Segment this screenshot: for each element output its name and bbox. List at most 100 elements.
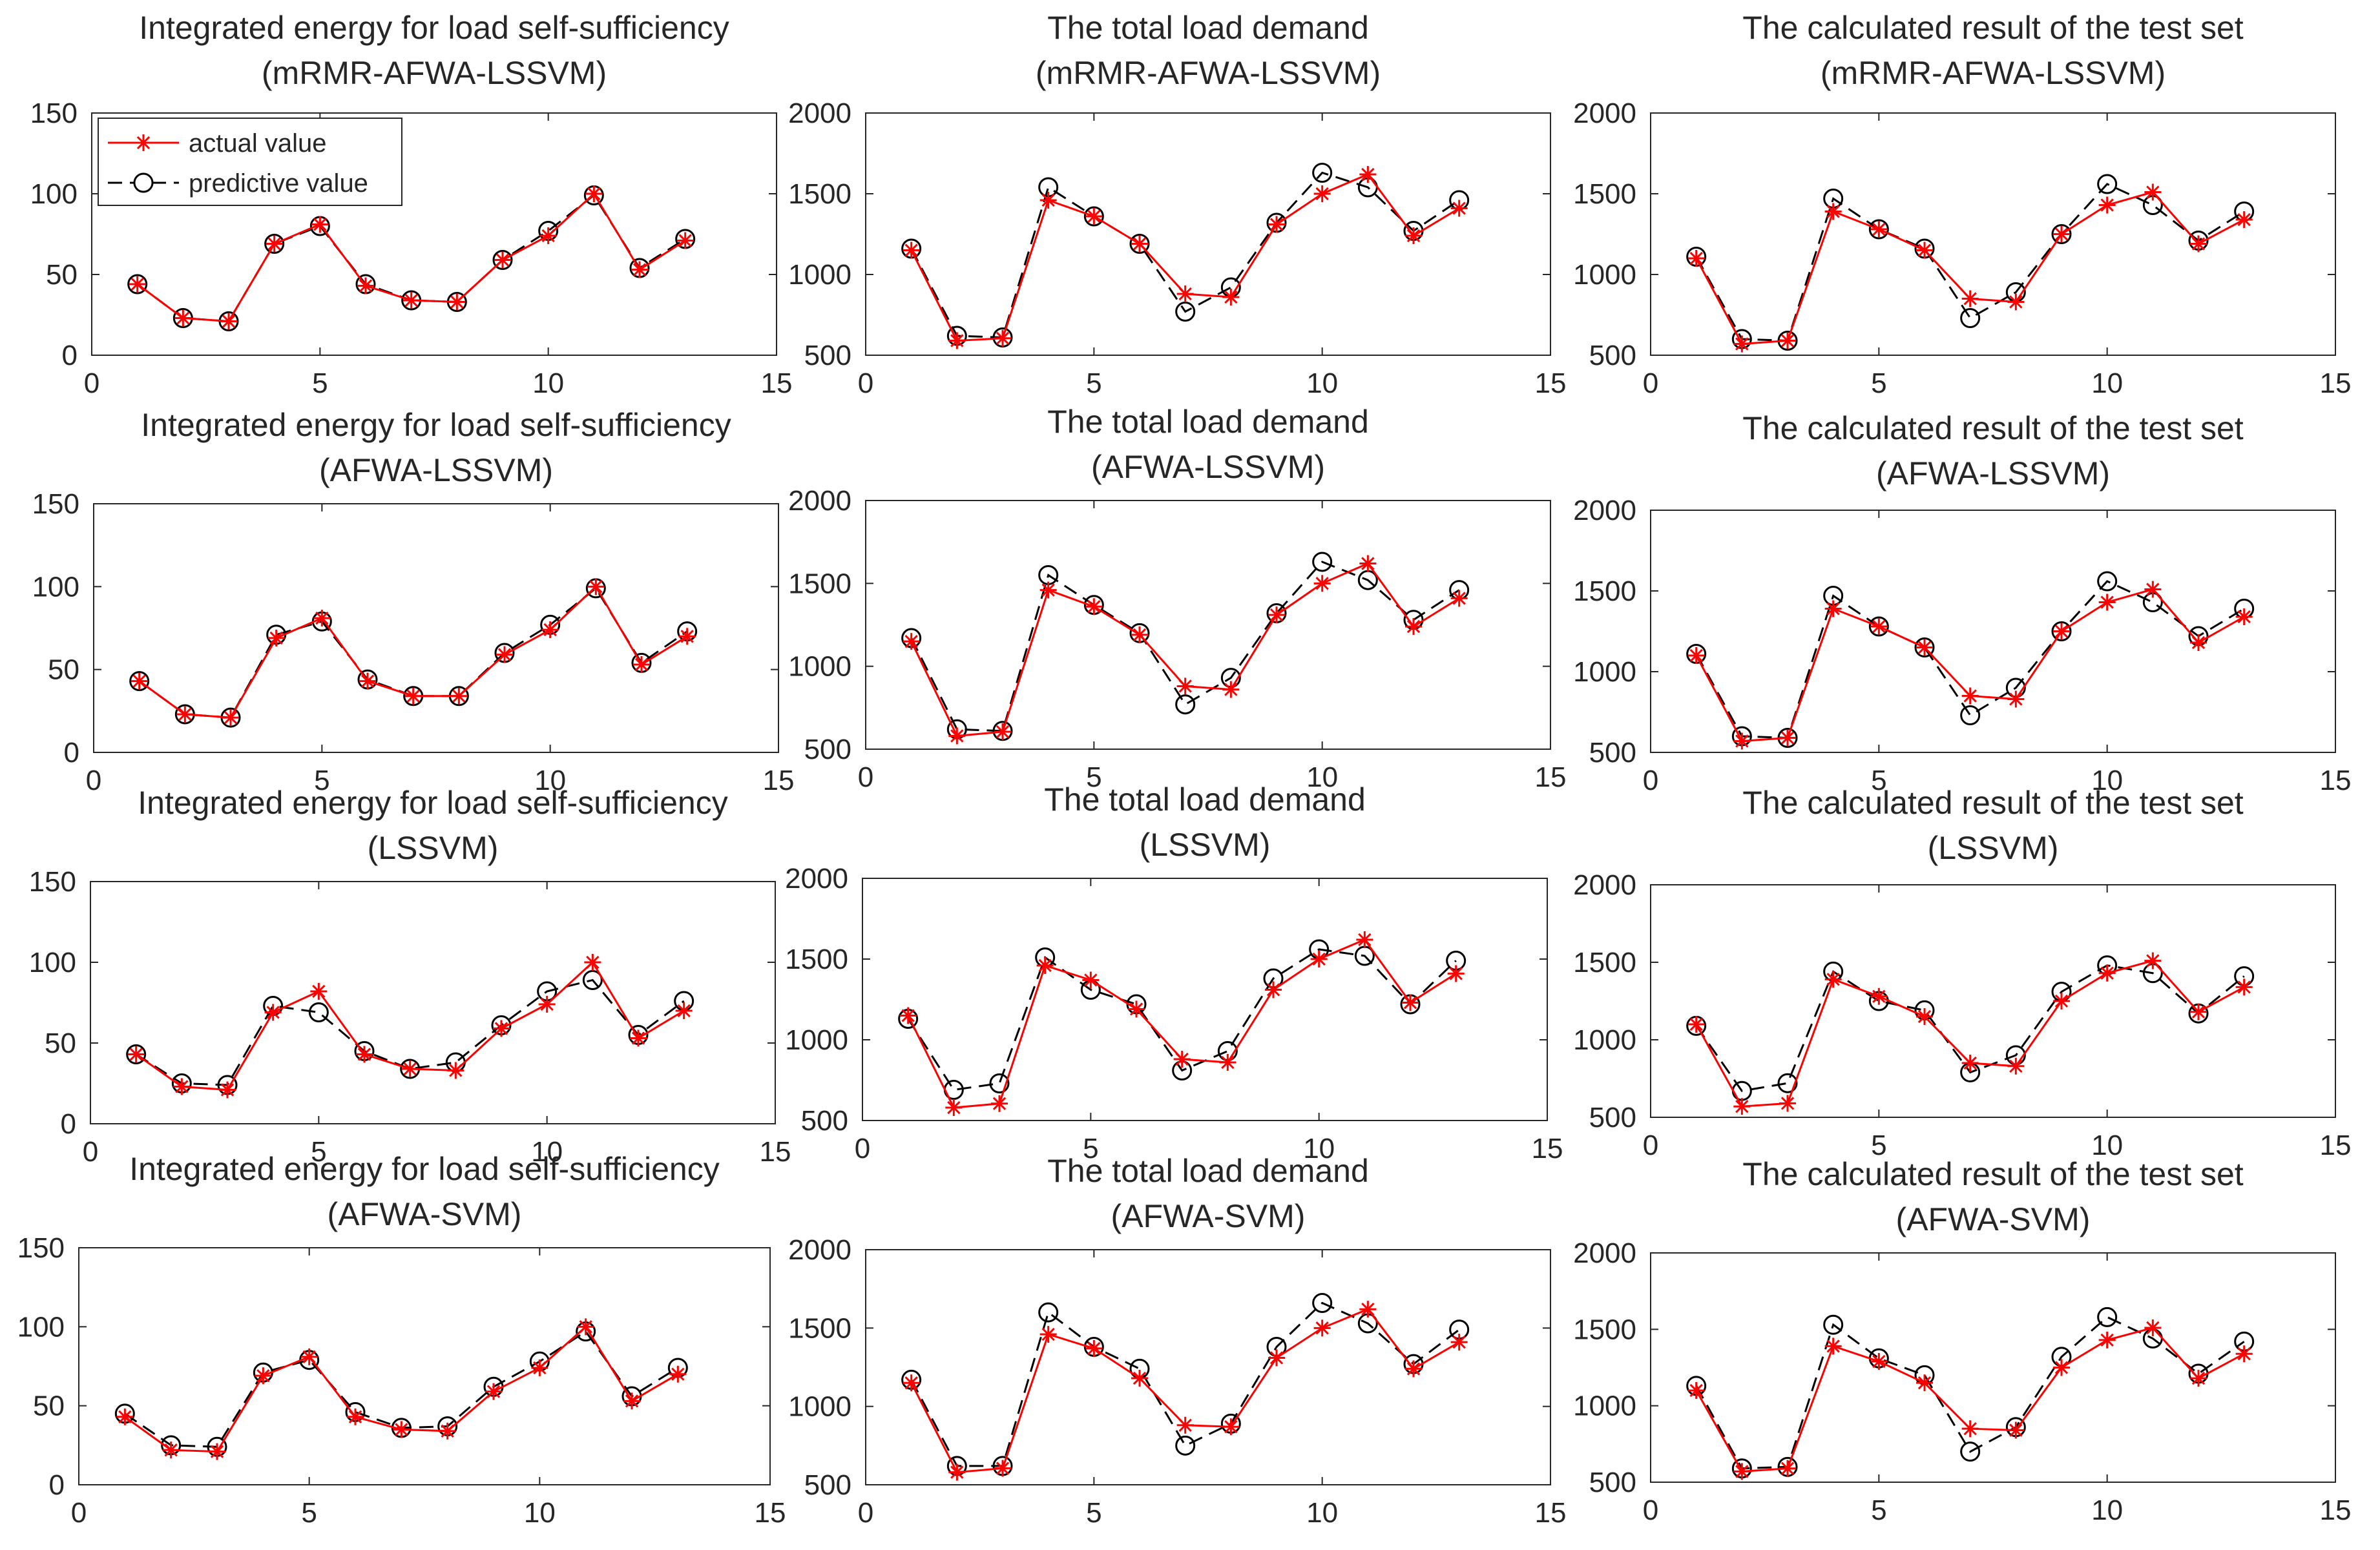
actual-value-point: [1870, 1353, 1888, 1370]
x-tick-label: 10: [2091, 765, 2123, 796]
chart-title: The calculated result of the test set: [1742, 410, 2244, 446]
predictive-value-point: [1175, 302, 1196, 322]
y-tick-label: 1500: [1573, 947, 1636, 978]
actual-value-point: [1779, 1460, 1796, 1477]
actual-value-point: [1313, 575, 1331, 592]
actual-value-point: [1268, 606, 1285, 624]
chart-title: Integrated energy for load self-sufficie…: [138, 785, 727, 821]
actual-value-point: [1039, 1326, 1057, 1343]
actual-value-point: [1268, 216, 1285, 233]
actual-value-point: [2053, 993, 2070, 1009]
actual-value-point: [2190, 1370, 2207, 1387]
subplot-7: Integrated energy for load self-sufficie…: [29, 785, 791, 1168]
actual-value-point: [401, 1060, 419, 1077]
actual-value-point: [219, 1081, 236, 1099]
actual-value-point: [347, 1408, 364, 1425]
y-tick-label: 1000: [788, 651, 851, 683]
actual-value-point: [1824, 600, 1842, 617]
y-tick-label: 500: [804, 340, 851, 371]
x-tick-label: 0: [1643, 367, 1658, 399]
subplot-12: The calculated result of the test set (AF…: [1573, 1156, 2351, 1526]
x-tick-label: 5: [312, 367, 328, 399]
y-tick-label: 150: [29, 866, 76, 898]
actual-value-point: [948, 727, 966, 745]
x-tick-label: 5: [314, 765, 329, 796]
x-tick-label: 15: [2320, 765, 2352, 796]
actual-value-point: [1265, 981, 1282, 998]
predictive-value-line: [907, 948, 1457, 1091]
predictive-value-point: [1868, 219, 1889, 240]
chart-subtitle: (AFWA-LSSVM): [1091, 449, 1325, 485]
predictive-value-point: [1038, 1302, 1059, 1323]
actual-value-point: [577, 1318, 594, 1336]
y-tick-label: 2000: [788, 485, 851, 517]
x-tick-label: 10: [2091, 1130, 2123, 1161]
predictive-value-point: [1823, 1314, 1844, 1335]
x-tick-label: 0: [858, 761, 873, 793]
y-tick-label: 0: [62, 340, 78, 371]
actual-value-point: [450, 687, 468, 705]
y-tick-label: 100: [30, 178, 78, 210]
actual-value-point: [1733, 732, 1751, 750]
actual-value-point: [1779, 729, 1796, 747]
y-tick-label: 1500: [785, 944, 848, 975]
y-tick-label: 500: [1589, 1102, 1636, 1133]
y-tick-label: 0: [49, 1469, 65, 1501]
predictive-value-point: [582, 970, 603, 990]
y-tick-label: 1500: [1573, 575, 1636, 607]
actual-value-point: [1916, 1008, 1933, 1025]
axes-box: [78, 1247, 771, 1485]
actual-value-point: [1176, 285, 1194, 302]
predictive-value-point: [129, 671, 150, 692]
x-tick-label: 0: [855, 1133, 870, 1164]
x-tick-label: 5: [1086, 367, 1101, 399]
actual-value-point: [669, 1365, 687, 1383]
y-tick-label: 150: [17, 1232, 65, 1264]
x-tick-label: 0: [83, 1136, 98, 1168]
actual-value-point: [899, 1007, 917, 1024]
chart-subtitle: (AFWA-SVM): [1896, 1201, 2091, 1237]
actual-value-point: [356, 1046, 373, 1063]
y-tick-label: 2000: [785, 863, 848, 894]
actual-value-point: [1687, 647, 1705, 664]
actual-value-point: [676, 232, 694, 249]
actual-value-point: [994, 329, 1011, 347]
y-tick-label: 500: [804, 1469, 851, 1501]
actual-value-point: [584, 954, 601, 971]
x-tick-label: 10: [2091, 367, 2123, 399]
subplot-6: The calculated result of the test set (AF…: [1573, 410, 2351, 796]
x-tick-label: 10: [1303, 1133, 1335, 1164]
x-tick-label: 15: [755, 1497, 786, 1529]
actual-value-point: [903, 633, 920, 650]
y-tick-label: 2000: [788, 1234, 851, 1266]
actual-value-point: [1085, 1339, 1103, 1357]
actual-value-point: [1219, 1054, 1237, 1071]
actual-value-point: [678, 628, 696, 645]
y-tick-label: 100: [32, 571, 79, 603]
predictive-value-point: [1312, 552, 1333, 572]
actual-value-point: [162, 1442, 180, 1459]
actual-value-point: [448, 293, 466, 311]
actual-value-point: [1313, 1319, 1331, 1337]
actual-value-point: [1405, 227, 1422, 244]
x-tick-label: 0: [1643, 1130, 1658, 1161]
y-tick-label: 1500: [788, 178, 851, 210]
actual-value-point: [130, 672, 148, 690]
actual-value-point: [1687, 250, 1705, 267]
actual-value-point: [1450, 1334, 1468, 1351]
subplot-10: Integrated energy for load self-sufficie…: [17, 1151, 786, 1529]
actual-value-point: [2235, 1345, 2253, 1363]
actual-value-point: [1128, 1000, 1145, 1018]
actual-value-point: [2098, 964, 2116, 982]
y-tick-label: 500: [1589, 737, 1636, 769]
chart-title: The total load demand: [1047, 10, 1369, 46]
actual-value-point: [1131, 1369, 1148, 1387]
predictive-value-point: [308, 1002, 329, 1022]
actual-value-point: [1687, 1016, 1705, 1033]
actual-value-point: [313, 610, 331, 627]
predictive-value-point: [1312, 1293, 1333, 1314]
subplot-3: The calculated result of the test set (mR…: [1573, 10, 2351, 399]
actual-value-point: [1036, 957, 1054, 974]
chart-title: Integrated energy for load self-sufficie…: [141, 407, 731, 443]
